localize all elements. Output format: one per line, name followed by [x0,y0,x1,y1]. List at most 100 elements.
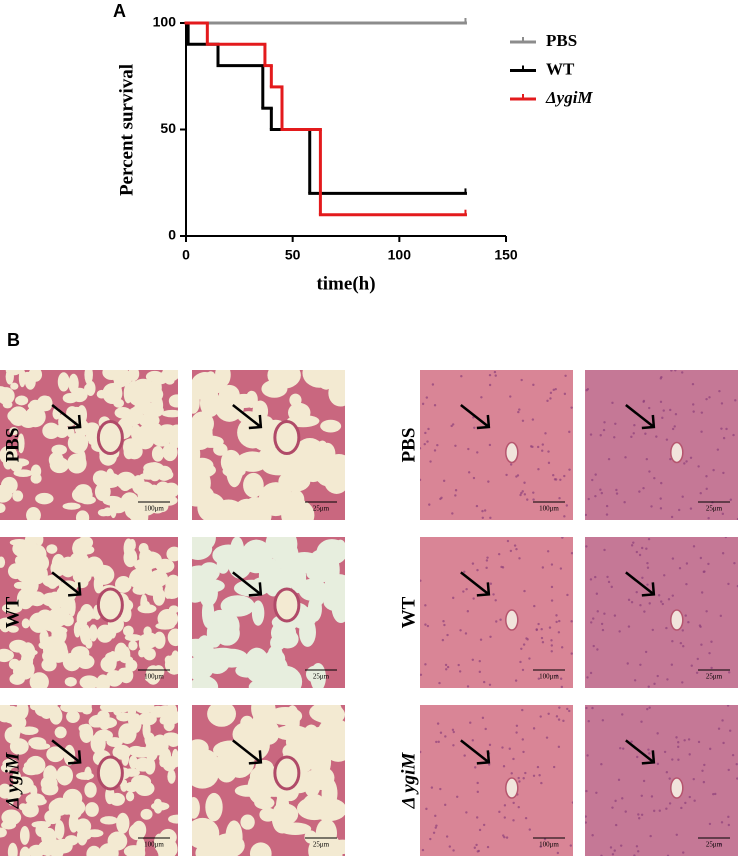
nucleus [721,719,724,722]
micrograph: 100μm [0,370,178,520]
nucleus [558,619,561,623]
nucleus [611,401,614,405]
nucleus [547,712,550,715]
nucleus [621,797,624,800]
nucleus [638,490,641,493]
nucleus [722,741,725,745]
nucleus [661,416,664,420]
alveolus [119,480,131,492]
row-label: WT [2,596,23,628]
nucleus [537,468,540,471]
nucleus [454,489,458,492]
nucleus [653,476,656,480]
nucleus [736,584,738,588]
alveolus [0,484,13,503]
nucleus [659,497,662,500]
alveolus [25,793,46,806]
nucleus [688,753,691,756]
alveolus [41,592,61,607]
nucleus [640,720,643,723]
alveolus [105,670,124,687]
alveolus [30,742,51,750]
nucleus [426,440,429,443]
nucleus [488,443,492,447]
nucleus [735,763,738,766]
nucleus [605,504,609,508]
alveolus [64,676,77,687]
alveolus [159,757,167,768]
nucleus [547,450,550,453]
alveolus [207,705,237,727]
nucleus [554,478,558,481]
nucleus [687,738,691,741]
nucleus [532,498,535,501]
nucleus [522,777,525,780]
nucleus [471,658,475,661]
alveolus [252,400,269,423]
nucleus [520,491,523,495]
nucleus [733,561,736,565]
micrograph: 100μm [0,705,178,856]
nucleus [655,435,658,438]
alveolus [261,379,288,398]
alveolus [240,814,255,830]
alveolus [120,672,132,681]
alveolus [249,842,272,856]
nucleus [454,444,457,447]
alveolus [303,769,321,798]
alveolus [144,386,164,403]
tissue [585,705,738,856]
nucleus [482,680,486,684]
nucleus [445,668,448,671]
nucleus [688,795,691,799]
nucleus [420,579,422,582]
nucleus [692,410,695,413]
alveolus [48,798,69,817]
nucleus [541,641,545,644]
nucleus [665,771,669,774]
arrow-head [248,582,263,597]
nucleus [522,643,526,646]
alveolus [115,576,132,593]
nucleus [557,745,561,749]
nucleus [600,763,603,766]
alveolus [155,558,175,574]
nucleus [452,744,455,747]
nucleus [440,496,443,499]
nucleus [558,706,561,709]
nucleus [595,791,598,795]
nucleus [487,763,491,766]
arrow-head [641,414,656,430]
nucleus [671,594,674,597]
nucleus [614,799,617,803]
nucleus [697,465,700,468]
nucleus [687,620,690,624]
nucleus [438,681,441,685]
nucleus [436,443,439,447]
tissue [420,705,573,856]
alveolus [139,472,158,480]
alveolus [142,566,150,583]
nucleus [429,837,432,841]
scale-label: 100μm [539,841,559,849]
nucleus [700,643,703,646]
alveolus [296,797,332,821]
nucleus [630,544,634,547]
scale-label: 25μm [313,841,330,849]
x-tick-label: 0 [182,247,190,263]
nucleus [632,541,635,544]
nucleus [500,565,503,569]
nucleus [585,389,588,392]
nucleus [532,491,535,494]
arrow [625,571,655,596]
alveolus [46,544,58,554]
nucleus [705,397,708,401]
nucleus [518,780,521,783]
nucleus [681,495,684,498]
alveolus [123,625,134,637]
nucleus [619,746,622,750]
alveolus [68,798,79,818]
alveolus [225,820,243,855]
nucleus [659,377,663,380]
plot: 0 50 100 0 50 100 150 PBS WT ΔygiM [153,14,594,263]
